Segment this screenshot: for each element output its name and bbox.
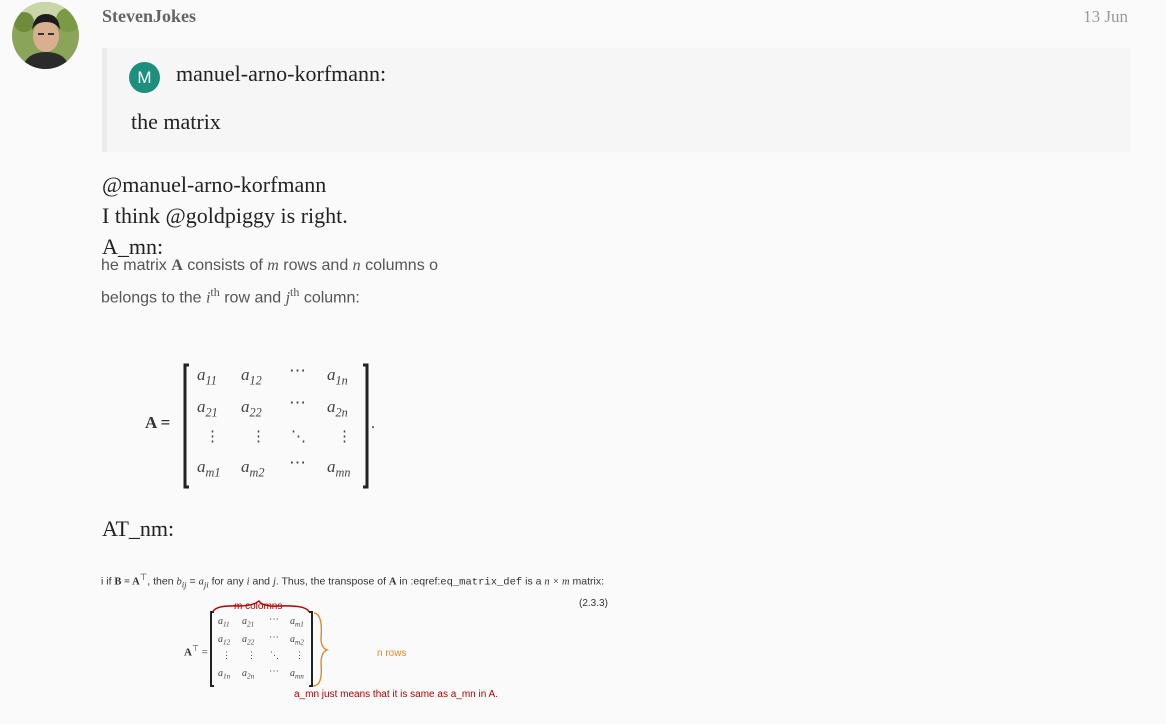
post-username[interactable]: StevenJokes: [102, 6, 196, 26]
quote-avatar[interactable]: M: [129, 62, 160, 93]
matrix-a-entry: a11: [197, 365, 217, 388]
matrix-a-entry: amn: [327, 457, 351, 480]
matrix-a-entry: ⋱: [291, 429, 306, 445]
transpose-image: i if B = A⊤, then bij = aji for any i an…: [101, 558, 621, 708]
equation-number: (2.3.3): [579, 598, 608, 609]
post-label-at-nm: AT_nm:: [102, 516, 175, 541]
post-text: I think @goldpiggy is right.: [102, 203, 348, 228]
matrix-a-entry: ⋯: [289, 393, 306, 412]
annotation-n-rows: n rows: [377, 648, 407, 659]
matrix-at-entry: am2: [290, 634, 304, 647]
matrix-a-entry: a12: [241, 365, 262, 388]
matrix-a-entry: ⋯: [289, 453, 306, 472]
matrix-at-entry: ⋯: [269, 666, 279, 677]
matrix-at-entry: a11: [218, 616, 230, 629]
matrix-a-entry: a2n: [327, 397, 348, 420]
matrix-at-entry: ⋯: [269, 614, 279, 625]
annotation-note: a_mn just means that it is same as a_mn …: [294, 689, 498, 700]
matrix-at-entry: a22: [242, 634, 255, 647]
matrix-a-lhs: A =: [145, 413, 171, 432]
matrix-a-brackets: [183, 363, 369, 489]
matrix-a-entry: a1n: [327, 365, 348, 388]
quote-block: M manuel-arno-korfmann: the matrix: [102, 48, 1130, 152]
quote-author[interactable]: manuel-arno-korfmann:: [176, 61, 387, 86]
matrix-at-entry: ⋯: [269, 632, 279, 643]
matrix-a-entry: am2: [241, 457, 265, 480]
matrix-a-entry: am1: [197, 457, 221, 480]
matrix-at-entry: a1n: [218, 668, 231, 681]
post-label-a-mn: A_mn:: [102, 234, 164, 259]
image1-text-line1: he matrix A consists of m rows and n col…: [101, 257, 439, 274]
matrix-at-brackets: [210, 599, 330, 687]
post-date[interactable]: 13 Jun: [1083, 7, 1128, 26]
quote-text: the matrix: [131, 109, 221, 134]
image1-text-line2: belongs to the ith row and jth column:: [101, 285, 360, 307]
matrix-at-entry: amn: [290, 668, 304, 681]
matrix-at-entry: ⋮: [247, 650, 256, 660]
matrix-a-trailing-period: .: [371, 415, 375, 432]
annotation-m-columns: m colomns: [234, 601, 283, 612]
matrix-at-entry: a21: [242, 616, 255, 629]
matrix-at-lhs: A⊤ =: [184, 644, 208, 659]
post-mention[interactable]: @manuel-arno-korfmann: [102, 172, 327, 197]
matrix-at-entry: a2n: [242, 668, 255, 681]
matrix-definition-image: he matrix A consists of m rows and n col…: [101, 253, 501, 498]
image2-text-line: i if B = A⊤, then bij = aji for any i an…: [101, 572, 604, 590]
matrix-at-entry: ⋮: [222, 650, 231, 660]
matrix-at-entry: ⋮: [295, 650, 304, 660]
matrix-a-entry: ⋮: [205, 429, 220, 445]
matrix-a-entry: a22: [241, 397, 262, 420]
matrix-at-entry: am1: [290, 616, 304, 629]
matrix-a-entry: ⋮: [337, 429, 352, 445]
matrix-at-entry: a12: [218, 634, 231, 647]
matrix-at-entry: ⋱: [270, 650, 279, 660]
matrix-a-entry: ⋯: [289, 361, 306, 380]
matrix-a-entry: a21: [197, 397, 218, 420]
matrix-a-entry: ⋮: [251, 429, 266, 445]
avatar[interactable]: [12, 2, 79, 69]
